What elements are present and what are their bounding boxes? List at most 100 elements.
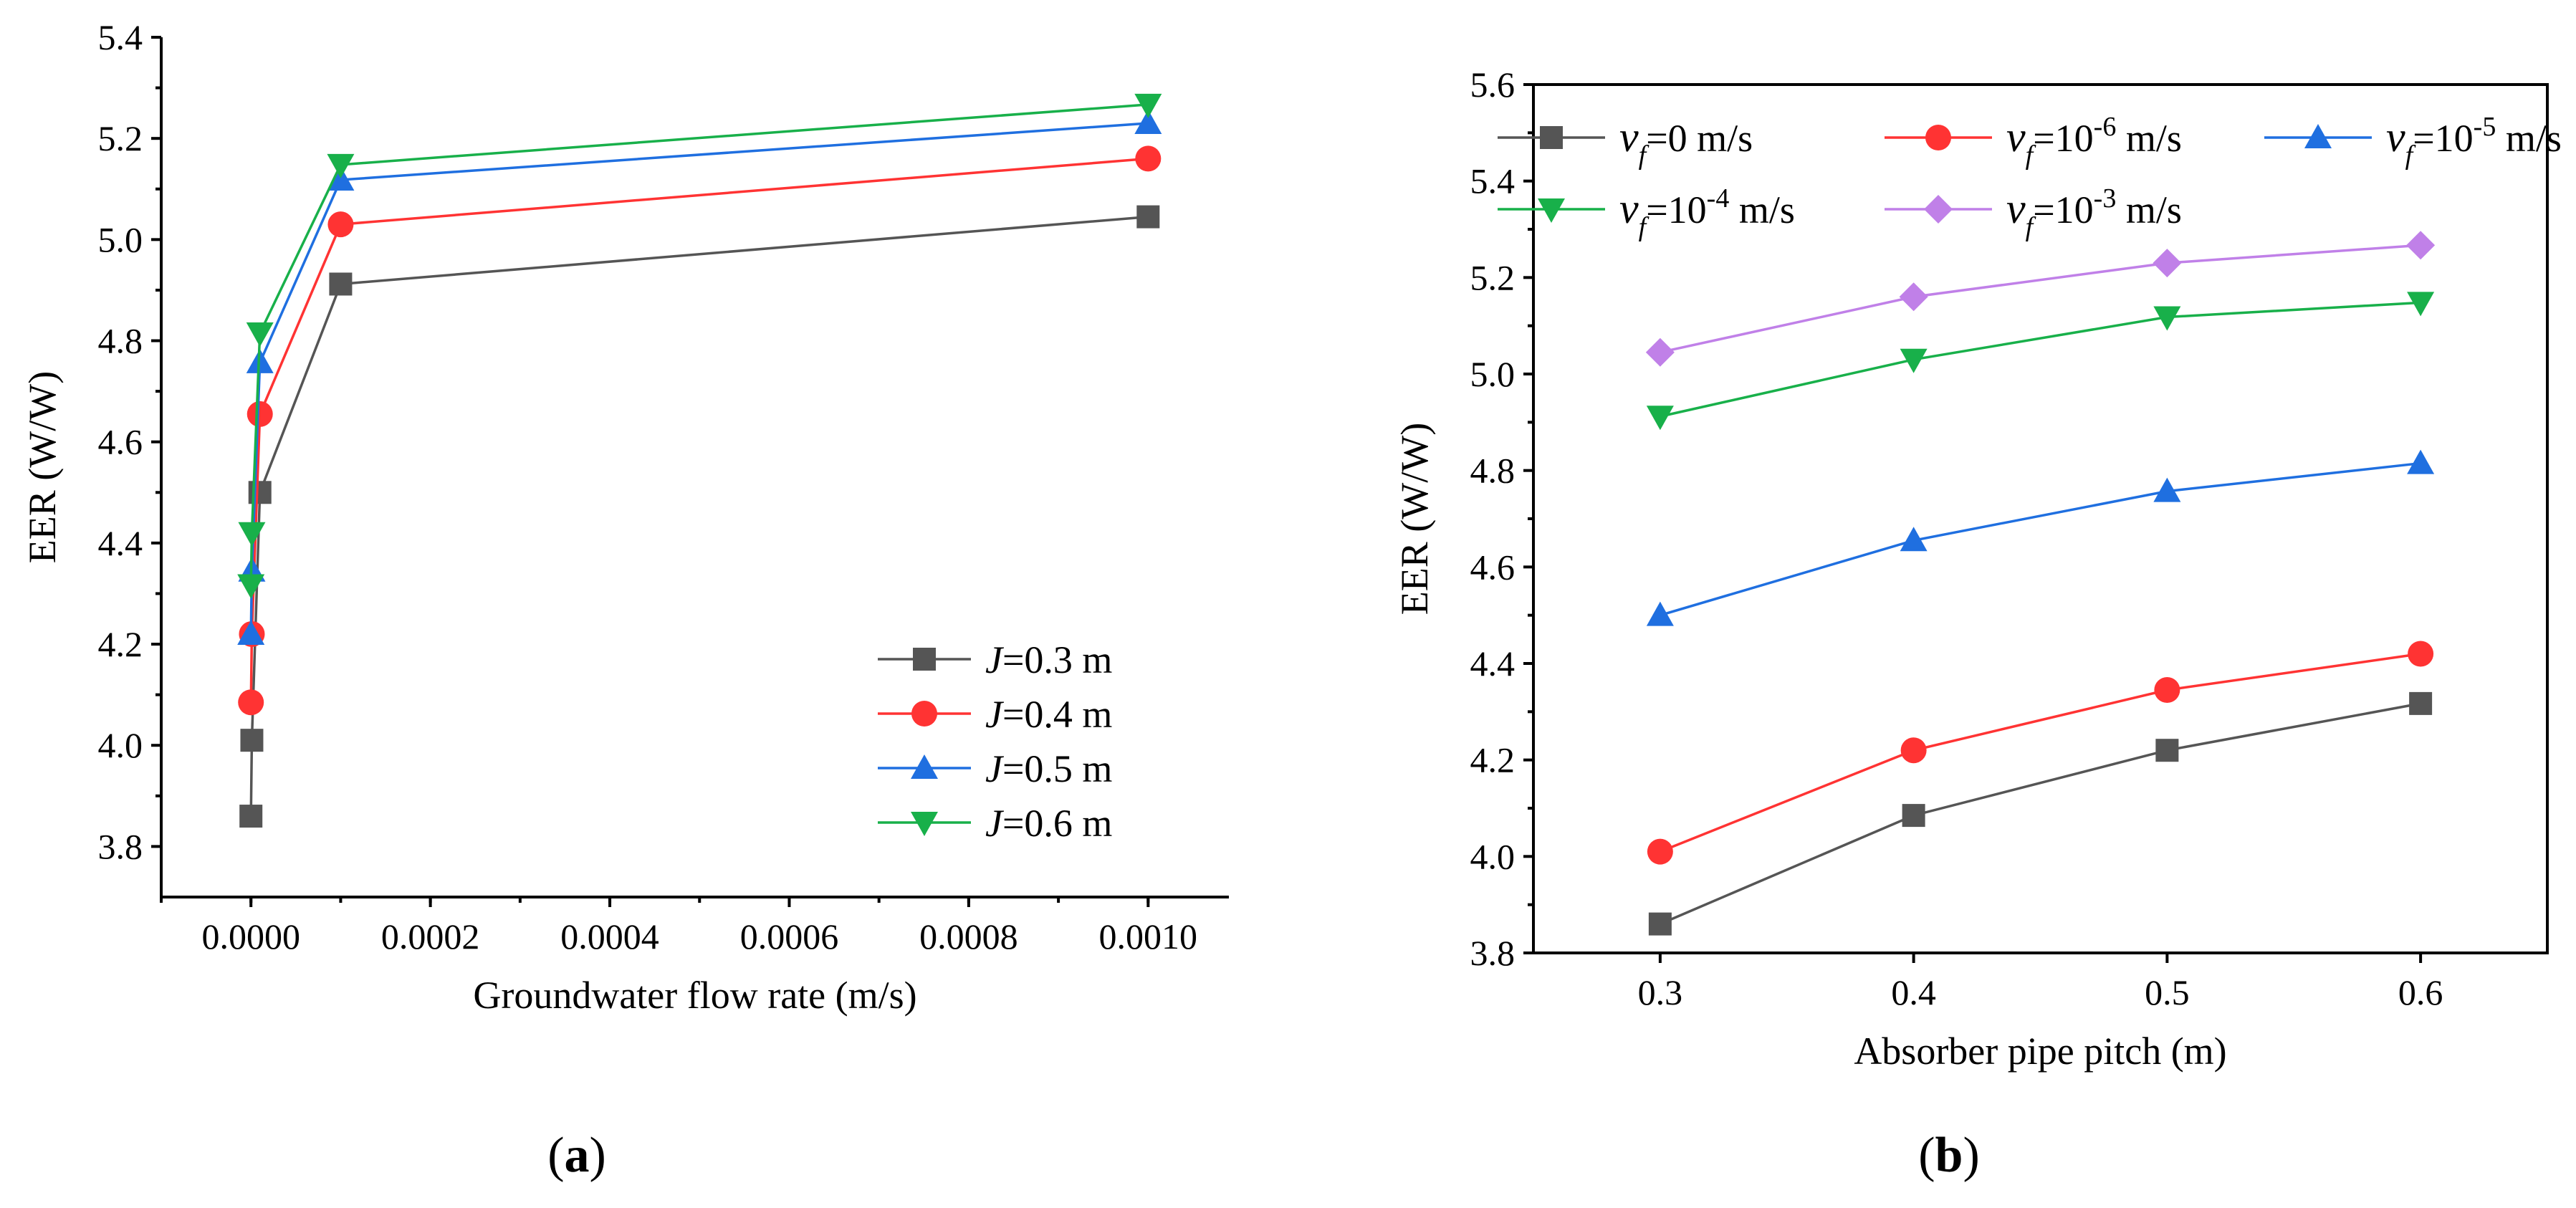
y-tick-label: 4.8 [1470, 451, 1516, 491]
x-tick-label: 0.0000 [201, 916, 300, 957]
y-tick-label: 4.2 [98, 624, 143, 664]
y-tick-label: 4.2 [1470, 740, 1516, 780]
x-tick-label: 0.4 [1891, 972, 1936, 1012]
y-tick-label: 4.6 [98, 422, 143, 462]
y-axis-title: EER (W/W) [1393, 423, 1436, 615]
data-point [2154, 677, 2180, 704]
y-tick-label: 5.0 [1470, 354, 1516, 394]
legend-marker [1538, 198, 1565, 223]
legend-marker [911, 754, 938, 779]
legend-label: vf=10-5 m/s [2386, 112, 2562, 171]
data-point [2407, 449, 2435, 474]
data-point [248, 481, 272, 504]
y-tick-label: 5.2 [1470, 257, 1516, 297]
data-point [2153, 477, 2181, 502]
x-tick-label: 0.0008 [919, 916, 1018, 957]
legend-label: J=0.6 m [985, 802, 1112, 845]
y-axis-title: EER (W/W) [21, 371, 64, 563]
y-tick-label: 5.0 [98, 219, 143, 259]
data-point [2153, 249, 2182, 278]
data-point [246, 401, 273, 427]
data-point [1134, 110, 1162, 134]
y-tick-label: 3.8 [1470, 933, 1516, 973]
data-point [237, 620, 265, 645]
x-tick-label: 0.0004 [560, 916, 659, 957]
panel-a-label: (a) [547, 1128, 606, 1183]
y-tick-label: 5.4 [1470, 161, 1516, 201]
series-line-2 [249, 157, 1149, 703]
legend-label: vf=10-3 m/s [2006, 183, 2182, 242]
x-tick-label: 0.3 [1638, 972, 1683, 1012]
data-point [1647, 838, 1673, 865]
x-axis-title: Groundwater flow rate (m/s) [473, 974, 916, 1017]
data-point [1899, 282, 1928, 312]
series-line-3 [1660, 461, 2421, 617]
data-point [327, 211, 354, 238]
x-tick-label: 0.0010 [1099, 916, 1198, 957]
legend-label: vf=10-4 m/s [1619, 183, 1795, 242]
data-point [1646, 406, 1674, 431]
data-point [1902, 804, 1925, 828]
data-point [1135, 145, 1162, 172]
x-tick-label: 0.6 [2398, 972, 2443, 1012]
data-point [246, 322, 274, 347]
y-tick-label: 4.8 [98, 321, 143, 361]
x-axis-title: Absorber pipe pitch (m) [1854, 1030, 2226, 1073]
data-point [2408, 641, 2434, 667]
y-tick-label: 4.0 [1470, 836, 1516, 876]
legend-marker [2304, 124, 2332, 148]
data-point [238, 522, 266, 547]
legend-marker [911, 701, 937, 727]
data-point [1645, 337, 1675, 367]
data-point [237, 574, 265, 599]
data-point [1900, 737, 1927, 764]
y-tick-label: 5.4 [98, 17, 143, 57]
data-point [1134, 93, 1162, 118]
y-tick-label: 5.6 [1470, 64, 1516, 105]
legend-label: J=0.4 m [985, 693, 1112, 736]
data-point [239, 805, 263, 828]
panel-b-chart: 3.8 4.0 4.2 4.4 4.6 4.8 5.0 5.2 5.4 5.6 0.3 0.4 0.5 0… [1393, 64, 2562, 1073]
data-point [2407, 292, 2435, 317]
data-point [1900, 527, 1928, 552]
y-tick-label: 4.4 [1470, 643, 1516, 684]
data-point [329, 272, 353, 296]
series-line-1 [1660, 702, 2421, 926]
x-tick-label: 0.5 [2145, 972, 2190, 1012]
legend-marker [1925, 125, 1951, 150]
data-point [238, 689, 264, 716]
data-point [1900, 348, 1928, 373]
data-point [327, 153, 355, 178]
y-tick-label: 3.8 [98, 826, 143, 866]
data-point [2153, 306, 2181, 331]
legend-label: vf=10-6 m/s [2006, 112, 2182, 171]
data-point [1646, 601, 1674, 626]
data-point [2155, 739, 2179, 762]
series-line-3 [249, 122, 1149, 634]
legend-label: vf=0 m/s [1619, 113, 1753, 171]
series-line-4 [1660, 301, 2421, 418]
panel-a-chart: 3.8 4.0 4.2 4.4 4.6 4.8 5.0 5.2 5.4 0.0000 0.0002 0… [21, 17, 1229, 1017]
y-tick-label: 5.2 [98, 118, 143, 158]
legend-marker [911, 812, 938, 836]
series-line-2 [1660, 652, 2421, 853]
y-tick-label: 4.6 [1470, 547, 1516, 587]
panel-b-label: (b) [1918, 1128, 1980, 1183]
y-tick-label: 4.4 [98, 523, 143, 563]
data-point [1648, 912, 1672, 936]
data-point [2409, 691, 2433, 715]
data-point [327, 166, 355, 191]
legend-marker [1540, 126, 1563, 149]
legend-label: J=0.5 m [985, 747, 1112, 790]
data-point [1136, 205, 1160, 229]
y-tick-label: 4.0 [98, 725, 143, 765]
legend-marker [913, 648, 936, 671]
x-tick-label: 0.0006 [740, 916, 839, 957]
legend-label: J=0.3 m [985, 638, 1112, 681]
data-point [2406, 231, 2436, 260]
legend-marker [1924, 195, 1953, 224]
series-line-5 [1660, 244, 2421, 354]
x-tick-label: 0.0002 [381, 916, 480, 957]
data-point [240, 729, 264, 752]
